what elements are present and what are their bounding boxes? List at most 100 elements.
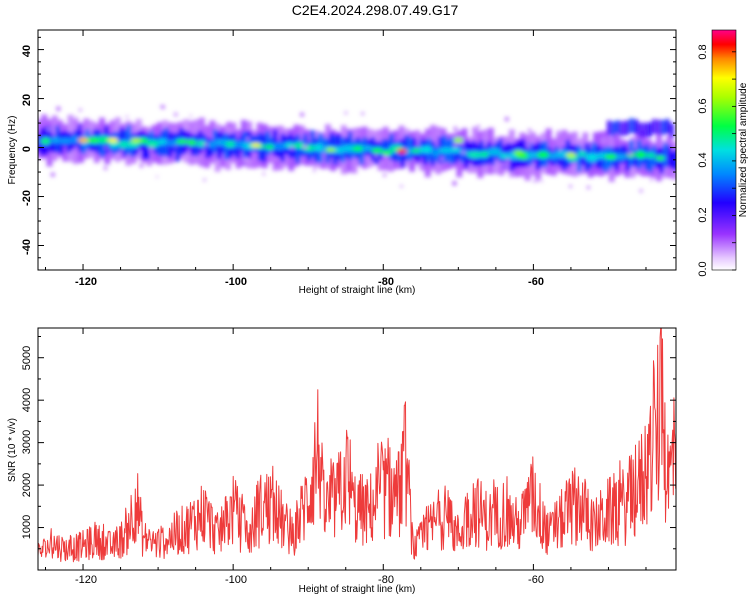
- spectrogram-hotspot: [96, 136, 112, 144]
- spectrogram-hotspot: [175, 138, 189, 145]
- spectrogram-hotspot: [585, 153, 599, 162]
- spectrogram-speckle: [156, 175, 159, 178]
- spectrogram-ytick-label: 0: [21, 146, 33, 152]
- spectrogram-yaxis-title: Frequency (Hz): [7, 116, 18, 185]
- spectrogram-speckle: [639, 189, 643, 193]
- spectrogram-upper-branch: [633, 119, 638, 135]
- spectrogram-hotspot: [466, 151, 483, 159]
- snr-yaxis-title: SNR (10 * v/v): [7, 418, 18, 482]
- spectrogram-speckle: [125, 115, 129, 118]
- spectrogram-speckle: [586, 186, 590, 189]
- spectrogram-speckle: [527, 128, 532, 132]
- spectrogram-upper-branch: [629, 118, 634, 134]
- spectrogram-hotspot: [331, 146, 346, 154]
- spectrogram-band-cell: [310, 130, 315, 158]
- spectrogram-band-cell: [648, 148, 653, 173]
- snr-ytick-label: 2000: [21, 473, 33, 497]
- spectrogram-speckle: [246, 137, 250, 141]
- spectrogram-band-cell: [119, 127, 124, 150]
- spectrogram-band-cell: [272, 129, 278, 156]
- spectrogram-speckle: [104, 146, 108, 150]
- snr-series-line: [38, 328, 676, 563]
- spectrogram-band-cell: [261, 134, 267, 162]
- spectrogram-speckle: [556, 130, 561, 135]
- snr-ticks: [38, 328, 676, 570]
- spectrogram-hotspot: [526, 152, 541, 159]
- colorbar-title: Normalized spectral amplitude: [738, 82, 749, 217]
- spectrogram-upper-branch: [642, 122, 647, 138]
- spectrogram-hotspot: [449, 147, 461, 153]
- spectrogram-hotspot: [381, 150, 393, 156]
- spectrogram-band-cell: [603, 147, 608, 172]
- spectrogram-speckle: [78, 108, 82, 112]
- spectrogram-hotspot: [118, 140, 129, 149]
- colorbar-tick-label: 0.2: [697, 207, 709, 222]
- spectrogram-band: [38, 105, 676, 193]
- spectrogram-speckle: [300, 112, 305, 117]
- spectrogram-band-cell: [38, 134, 41, 152]
- spectrogram-peak: [130, 137, 141, 143]
- spectrogram-speckle: [345, 169, 349, 174]
- snr-xtick-label: -80: [378, 574, 394, 586]
- spectrogram-speckle: [662, 173, 667, 179]
- spectrogram-peak: [108, 137, 119, 143]
- spectrogram-band-cell: [415, 146, 421, 163]
- spectrogram-hotspot: [70, 135, 79, 144]
- spectrogram-speckle: [204, 142, 208, 147]
- spectrogram-speckle: [221, 156, 224, 159]
- spectrogram-upper-branch: [638, 122, 643, 138]
- spectrogram-speckle: [103, 166, 108, 170]
- spectrogram-speckle: [540, 180, 543, 183]
- spectrogram-band-cell: [156, 135, 162, 156]
- spectrogram-upper-branch: [656, 119, 661, 135]
- spectrogram-hotspot: [214, 139, 228, 146]
- spectrogram-band-cell: [100, 133, 105, 157]
- spectrogram-speckle: [346, 133, 349, 136]
- spectrogram-speckle: [480, 132, 485, 137]
- snr-ytick-label: 1000: [21, 515, 33, 539]
- spectrogram-hotspot: [499, 153, 510, 159]
- spectrogram-upper-branch: [660, 120, 665, 135]
- spectrogram-band-cell: [126, 124, 132, 154]
- spectrogram-xaxis-title: Height of straight line (km): [299, 285, 416, 296]
- spectrogram-band-cell: [670, 151, 676, 169]
- snr-panel: -120 -100 -80 -60 1000 2000 3000 4000 50…: [7, 327, 677, 595]
- spectrogram-band-cell: [561, 146, 567, 171]
- spectrogram-band-cell: [291, 137, 297, 158]
- spectrogram-speckle: [243, 157, 249, 163]
- spectrogram-band-cell: [663, 143, 668, 168]
- spectrogram-hotspot: [487, 148, 502, 156]
- spectrogram-upper-branch: [651, 119, 656, 134]
- spectrogram-speckle: [361, 112, 365, 116]
- colorbar-ticks: [732, 51, 736, 271]
- spectrogram-speckle: [655, 172, 659, 176]
- spectrogram-hotspot: [187, 139, 197, 146]
- snr-frame: [37, 327, 677, 571]
- spectrogram-peak: [250, 142, 261, 148]
- spectrogram-hotspot: [224, 140, 237, 148]
- spectrogram-hotspot: [137, 137, 149, 144]
- spectrogram-speckle: [532, 180, 536, 183]
- spectrogram-speckle: [452, 180, 457, 186]
- spectrogram-band-cell: [625, 149, 631, 171]
- spectrogram-hotspot: [604, 153, 619, 160]
- spectrogram-speckle: [579, 138, 582, 141]
- spectrogram-band-cell: [591, 143, 597, 164]
- spectrogram-hotspot: [40, 137, 51, 145]
- spectrogram-speckle: [46, 127, 50, 131]
- spectrogram-peak: [453, 137, 464, 143]
- spectrogram-upper-branch: [669, 123, 674, 138]
- spectrogram-speckle: [627, 151, 633, 156]
- spectrogram-hotspot: [351, 145, 364, 152]
- snr-ytick-label: 4000: [21, 388, 33, 412]
- spectrogram-ytick-label: -40: [21, 239, 33, 255]
- spectrogram-hotspot: [410, 147, 422, 154]
- spectrogram-band-cell: [505, 143, 511, 159]
- spectrogram-hotspot: [419, 146, 433, 154]
- colorbar-tick-label: 0.8: [697, 44, 709, 59]
- spectrogram-band-cell: [381, 139, 387, 155]
- spectrogram-speckle: [439, 157, 444, 161]
- snr-ytick-label: 3000: [21, 430, 33, 454]
- spectrogram-speckle: [227, 121, 232, 126]
